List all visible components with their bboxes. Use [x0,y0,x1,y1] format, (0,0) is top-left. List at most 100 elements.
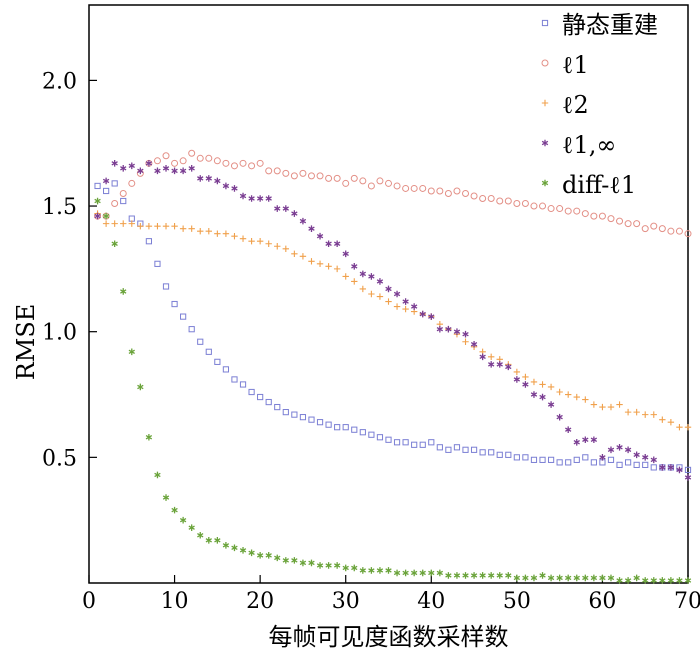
data-point [582,396,589,403]
data-point [291,411,298,418]
y-axis-title: RMSE [12,304,40,381]
data-point [393,569,401,577]
data-point [239,192,247,200]
data-point [402,569,409,577]
data-point [154,222,161,230]
data-point [274,243,281,250]
data-point [530,574,538,582]
data-point [642,454,649,461]
data-point [453,572,461,579]
data-point [308,559,315,567]
data-point [171,300,178,308]
data-point [274,403,281,411]
data-point [573,456,580,463]
data-point [205,348,212,355]
series-1 [94,149,692,238]
data-point [547,456,555,463]
data-point [650,222,658,230]
data-point [488,572,495,579]
data-point [573,574,580,582]
data-point [179,157,187,165]
data-point [205,227,212,235]
x-tick-label: 40 [417,589,445,614]
data-point [265,398,272,406]
data-point [111,240,118,248]
data-point [547,401,555,408]
data-point [274,554,281,562]
data-point [205,154,213,162]
data-point [325,263,332,270]
data-point [658,225,666,233]
data-point [282,169,290,177]
data-point [307,172,315,180]
data-point [120,165,127,172]
data-point [633,220,641,228]
data-point [239,381,247,388]
x-tick-label: 70 [674,589,700,614]
data-point [153,157,161,165]
data-point [385,298,392,305]
data-point [282,205,289,212]
data-point [436,444,443,451]
data-point [230,162,238,170]
data-point [607,446,615,454]
data-point [385,567,392,574]
data-point [197,531,204,539]
data-point [607,215,615,223]
data-point [214,230,221,237]
axis-ticks: 0 10 20 30 40 50 60 70 0.5 1.0 1.5 2.0 [42,69,700,614]
legend-label: ℓ1,∞ [562,131,616,159]
data-point [222,182,230,190]
data-point [376,434,384,441]
data-point [599,574,606,582]
data-point [599,403,606,411]
data-points [94,149,692,584]
legend: 静态重建 ℓ1 ℓ2 ℓ1,∞ diff-ℓ1 [541,11,658,199]
legend-label: ℓ2 [562,91,589,119]
data-point [428,439,435,446]
data-point [436,325,444,333]
data-point [582,574,589,582]
data-point [470,192,478,200]
data-point [316,172,324,180]
data-point [556,459,563,466]
series-3 [94,160,692,481]
data-point [214,536,221,544]
data-point [162,494,170,501]
data-point [351,426,358,433]
data-point [291,210,298,217]
data-point [282,245,290,252]
data-point [222,366,230,373]
data-point [265,240,272,247]
data-point [197,338,204,345]
data-point [565,426,572,434]
data-point [222,230,230,237]
data-point [616,443,623,451]
data-point [488,449,495,456]
data-point [539,572,546,579]
data-point [179,225,187,232]
data-point [539,456,546,463]
data-point [145,433,153,441]
data-point [333,562,341,569]
legend-marker [541,19,549,27]
data-point [299,253,307,260]
data-point [376,293,384,300]
data-point [94,197,101,205]
data-point [539,393,546,401]
data-point [188,225,195,232]
data-point [351,278,358,285]
data-point [470,340,478,348]
data-point [462,338,469,345]
data-point [351,564,358,572]
data-point [291,250,298,257]
data-point [205,536,212,544]
data-point [128,162,135,170]
data-point [487,353,495,361]
data-point [368,567,375,574]
data-point [239,159,247,167]
data-point [496,572,503,579]
data-point [419,569,426,577]
data-point [616,401,623,408]
